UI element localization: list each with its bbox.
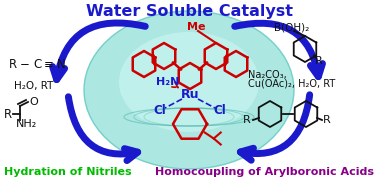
FancyArrowPatch shape: [240, 95, 310, 160]
Text: NH₂: NH₂: [16, 119, 37, 129]
Text: R: R: [323, 115, 331, 125]
Text: O: O: [29, 97, 38, 107]
Text: H₂N: H₂N: [156, 77, 180, 87]
Text: Cu(OAc)₂, H₂O, RT: Cu(OAc)₂, H₂O, RT: [248, 78, 335, 88]
Text: Cl: Cl: [153, 104, 166, 116]
FancyArrowPatch shape: [68, 97, 138, 161]
FancyArrowPatch shape: [235, 23, 322, 77]
Text: Cl: Cl: [214, 104, 226, 116]
Text: R $-$ C$\equiv$N: R $-$ C$\equiv$N: [8, 58, 66, 70]
Text: Water Soluble Catalyst: Water Soluble Catalyst: [85, 4, 293, 19]
FancyArrowPatch shape: [53, 23, 145, 80]
Text: Na₂CO₃,: Na₂CO₃,: [248, 70, 287, 80]
Text: B(OH)₂: B(OH)₂: [274, 22, 310, 32]
Text: Ru: Ru: [181, 88, 199, 100]
Text: Hydration of Nitriles: Hydration of Nitriles: [4, 167, 132, 177]
Text: H₂O, RT: H₂O, RT: [14, 81, 53, 91]
Text: R: R: [315, 56, 323, 66]
Ellipse shape: [119, 32, 259, 132]
Text: Homocoupling of Arylboronic Acids: Homocoupling of Arylboronic Acids: [155, 167, 374, 177]
Text: R: R: [4, 108, 12, 120]
Text: Me: Me: [187, 22, 205, 32]
Ellipse shape: [84, 11, 294, 169]
Text: R: R: [243, 115, 251, 125]
